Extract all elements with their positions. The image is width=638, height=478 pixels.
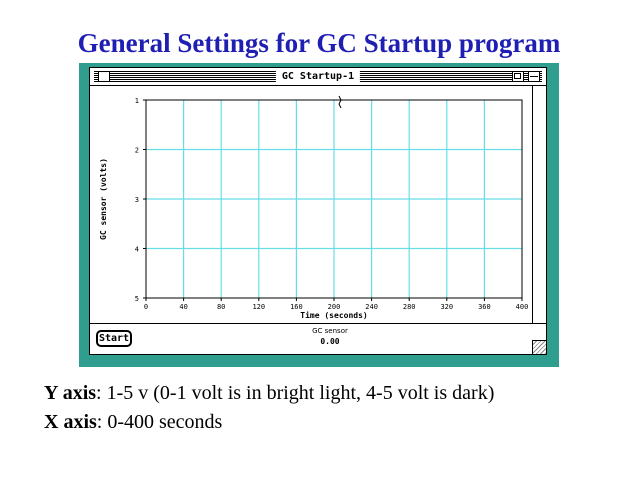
y-axis-note: Y axis: 1-5 v (0-1 volt is in bright lig… [44, 382, 494, 405]
y-axis-label: GC sensor (volts) [99, 158, 108, 240]
cursor-marker-icon [338, 95, 342, 109]
sensor-graph: 0 40 80 120 160 200 240 280 320 360 400 1 2 3 4 5 Time (… [99, 95, 529, 320]
zoom-box-icon[interactable] [512, 71, 524, 82]
window-title: GC Startup-1 [275, 69, 361, 84]
sensor-readout-label: GC sensor [312, 327, 348, 335]
x-tick-label: 120 [252, 303, 265, 311]
x-tick-label: 360 [478, 303, 491, 311]
x-tick-label: 400 [516, 303, 529, 311]
gc-startup-window: GC Startup-1 0 40 80 120 160 200 240 280 320 360 4… [89, 67, 547, 355]
x-axis-note: X axis: 0-400 seconds [44, 411, 222, 434]
x-tick-label: 280 [403, 303, 416, 311]
start-button[interactable]: Start [96, 330, 132, 347]
window-titlebar[interactable]: GC Startup-1 [90, 68, 546, 86]
y-tick-label: 1 [135, 97, 139, 105]
resize-grip-icon[interactable] [532, 340, 546, 354]
y-tick-label: 5 [135, 295, 139, 303]
x-tick-label: 80 [217, 303, 225, 311]
x-tick-label: 160 [290, 303, 303, 311]
y-tick-label: 2 [135, 147, 139, 155]
graph-bottom-border [90, 323, 546, 324]
x-tick-label: 240 [365, 303, 378, 311]
x-tick-label: 0 [144, 303, 148, 311]
y-axis-note-label: Y axis [44, 382, 97, 404]
x-axis-label: Time (seconds) [300, 310, 367, 320]
collapse-box-icon[interactable] [528, 71, 540, 82]
x-tick-label: 40 [179, 303, 187, 311]
x-tick-label: 320 [440, 303, 453, 311]
x-axis-note-label: X axis [44, 411, 97, 433]
y-tick-label: 4 [135, 246, 139, 254]
slide-title: General Settings for GC Startup program [77, 28, 561, 58]
close-box-icon[interactable] [98, 71, 110, 82]
x-tick-label: 200 [328, 303, 341, 311]
y-axis-note-text: : 1-5 v (0-1 volt is in bright light, 4-… [96, 382, 495, 404]
y-tick-label: 3 [135, 196, 139, 204]
vertical-scrollbar[interactable] [532, 86, 546, 324]
sensor-readout-value: 0.00 [320, 337, 340, 346]
x-axis-note-text: : 0-400 seconds [96, 411, 223, 433]
